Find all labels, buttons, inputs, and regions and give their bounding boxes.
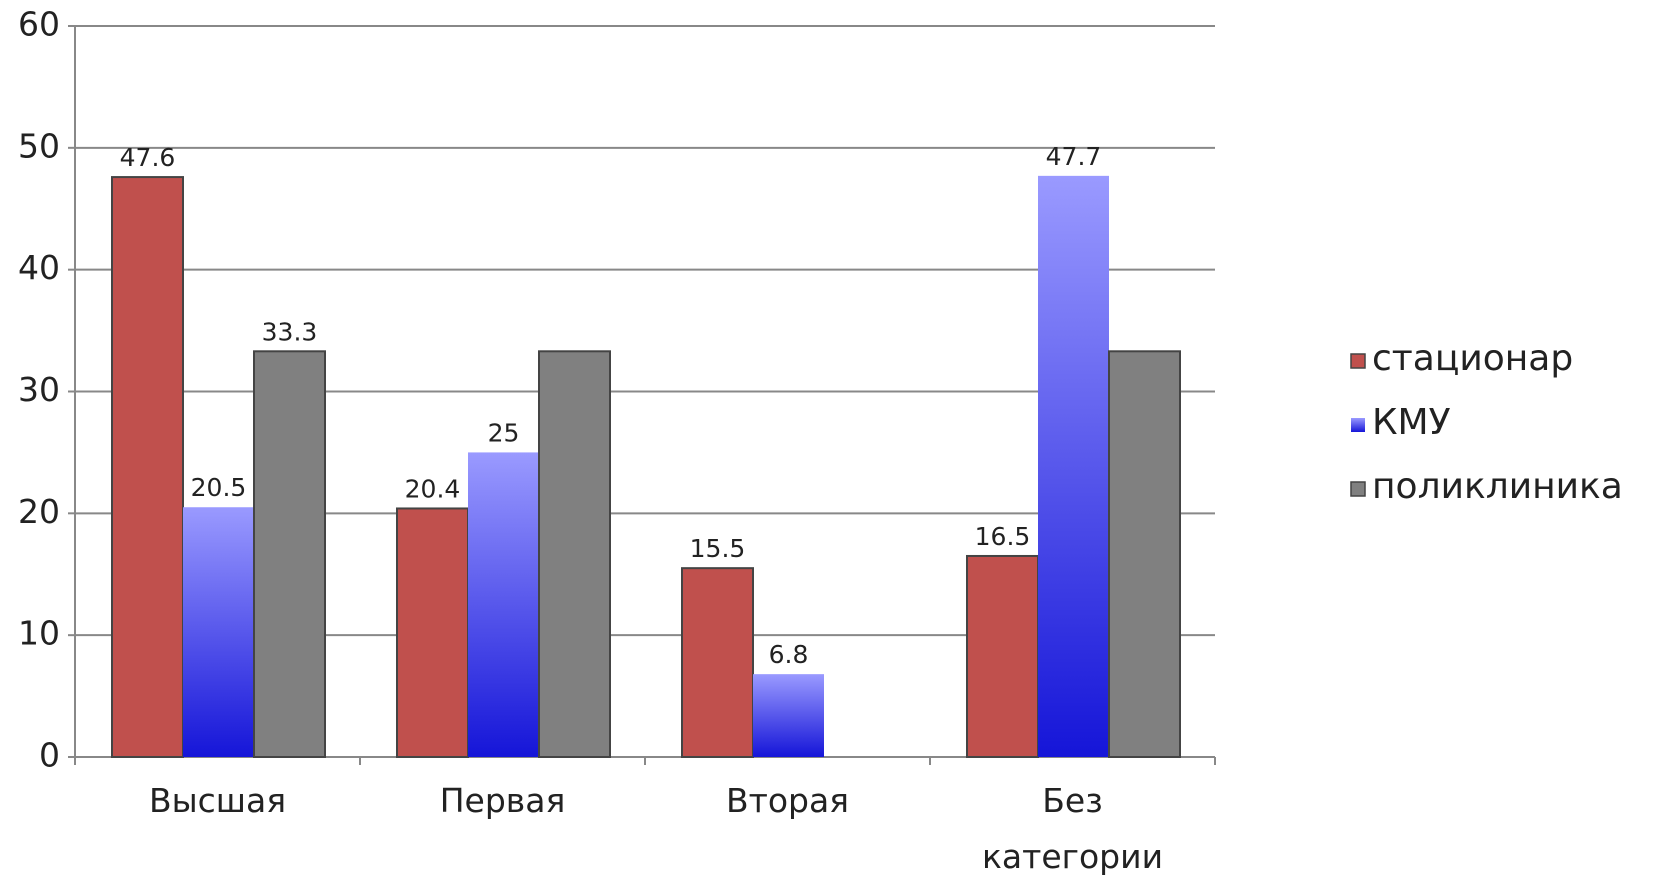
y-tick-label: 10 <box>18 614 60 653</box>
data-label: 20.5 <box>191 473 247 502</box>
data-label: 20.4 <box>405 474 461 503</box>
data-label: 25 <box>488 418 520 447</box>
y-tick-label: 60 <box>18 5 60 44</box>
legend-label: стационар <box>1372 338 1573 379</box>
data-label: 15.5 <box>690 534 746 563</box>
bar <box>966 554 1039 758</box>
legend-swatch <box>1351 418 1365 432</box>
data-label: 6.8 <box>769 640 809 669</box>
x-tick-label: Без категории <box>981 781 1164 876</box>
y-tick-label: 30 <box>18 370 60 409</box>
y-tick-label: 50 <box>18 126 60 165</box>
data-label: 33.3 <box>262 317 318 346</box>
x-tick-label: Первая <box>439 781 566 820</box>
bar <box>681 567 754 758</box>
bar <box>1108 350 1181 758</box>
bar <box>1038 175 1109 758</box>
y-tick-label: 20 <box>18 492 60 531</box>
data-label: 47.7 <box>1046 142 1102 171</box>
bar <box>183 507 254 757</box>
legend-swatch <box>1350 481 1366 497</box>
data-label: 47.6 <box>120 143 176 172</box>
legend-swatch <box>1350 353 1366 369</box>
y-tick-label: 0 <box>39 736 60 775</box>
x-tick-label: Вторая <box>725 781 850 820</box>
legend-label: КМУ <box>1372 402 1451 443</box>
bar <box>538 350 611 758</box>
bar <box>468 452 539 757</box>
data-label: 16.5 <box>975 522 1031 551</box>
bar <box>111 176 184 759</box>
bar <box>753 674 824 757</box>
bar <box>253 350 326 758</box>
x-tick-label: Высшая <box>148 781 287 820</box>
bar <box>396 507 469 758</box>
y-tick-label: 40 <box>18 248 60 287</box>
legend-label: поликлиника <box>1372 466 1623 507</box>
